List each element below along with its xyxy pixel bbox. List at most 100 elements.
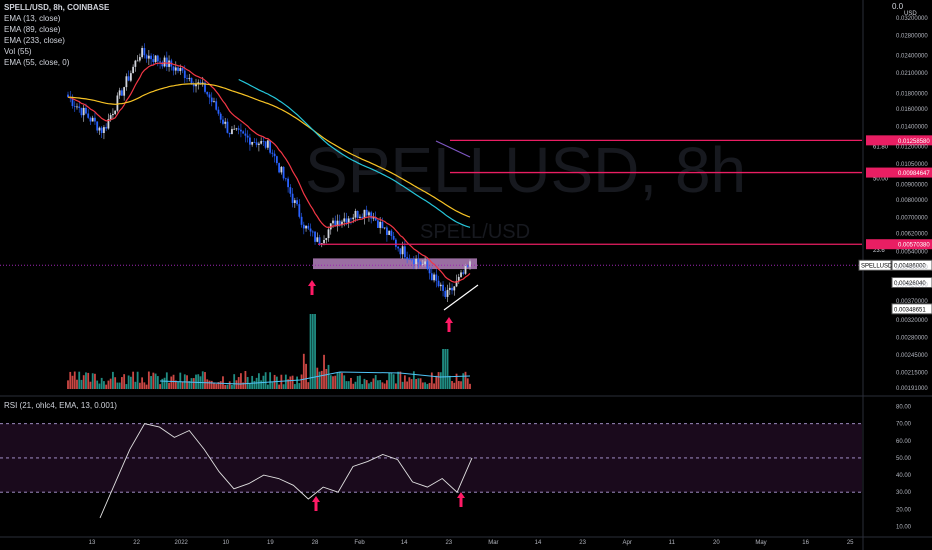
candle-body bbox=[82, 107, 85, 116]
indicator-ema55-label[interactable]: EMA (55, close, 0) bbox=[4, 58, 70, 67]
volume-bar bbox=[112, 371, 114, 389]
volume-bar bbox=[426, 383, 429, 389]
volume-bar bbox=[428, 382, 431, 389]
rsi-title[interactable]: RSI (21, ohlc4, EMA, 13, 0.001) bbox=[4, 401, 117, 410]
volume-bar bbox=[190, 378, 193, 389]
candle-body bbox=[397, 246, 400, 249]
volume-bar bbox=[469, 383, 471, 389]
candle-body bbox=[408, 258, 411, 260]
volume-bar bbox=[69, 371, 72, 389]
candle-body bbox=[172, 66, 175, 71]
volume-bar bbox=[460, 381, 462, 389]
price-axis-tick: 0.01050000 bbox=[896, 162, 928, 168]
volume-bar bbox=[421, 382, 424, 389]
candle-body bbox=[390, 230, 393, 236]
candle-body bbox=[165, 57, 168, 67]
volume-bar bbox=[347, 381, 350, 389]
candle-body bbox=[275, 156, 278, 164]
volume-bar bbox=[316, 367, 319, 389]
volume-bar bbox=[208, 380, 211, 389]
volume-bar bbox=[433, 383, 435, 389]
time-axis-tick: 14 bbox=[535, 540, 542, 546]
rsi-axis-tick: 40.00 bbox=[896, 473, 912, 479]
candle-body bbox=[186, 78, 188, 79]
volume-bar bbox=[363, 378, 366, 389]
volume-bar bbox=[82, 375, 85, 389]
ema89-line bbox=[68, 83, 471, 218]
candle-body bbox=[138, 57, 141, 61]
volume-bar bbox=[269, 372, 272, 389]
chart-title[interactable]: SPELL/USD, 8h, COINBASE bbox=[4, 3, 110, 12]
volume-bar bbox=[329, 375, 332, 389]
fib-price-text: 0.00984647 bbox=[898, 171, 930, 177]
price-tag bbox=[891, 277, 932, 289]
candle-body bbox=[244, 133, 247, 136]
candle-body bbox=[379, 221, 382, 228]
candle-body bbox=[314, 231, 316, 242]
candle-body bbox=[213, 101, 215, 103]
volume-bar bbox=[177, 381, 179, 389]
candle-body bbox=[437, 280, 440, 287]
candle-body bbox=[347, 218, 350, 223]
candle-body bbox=[325, 238, 328, 240]
candle-body bbox=[359, 216, 361, 218]
volume-bar bbox=[314, 314, 316, 389]
price-axis-tick: 0.00280000 bbox=[896, 336, 928, 342]
volume-bar bbox=[394, 383, 397, 389]
candle-body bbox=[150, 55, 152, 60]
time-axis[interactable]: 13 22 2022 10 19 28 Feb 14 23 Mar 14 23 Apr 11 20 May 16… bbox=[89, 540, 855, 546]
volume-bar bbox=[105, 384, 108, 389]
candle-body bbox=[453, 286, 456, 291]
volume-bar bbox=[388, 372, 391, 389]
fib-price-tag bbox=[866, 135, 932, 146]
candle-body bbox=[282, 166, 285, 179]
price-axis-tick: 0.00245000 bbox=[896, 353, 928, 359]
support-zone-rect bbox=[313, 258, 477, 270]
candle-body bbox=[377, 220, 379, 228]
price-axis-top-label: 0.0 bbox=[892, 2, 904, 11]
volume-bar bbox=[464, 371, 467, 389]
candle-body bbox=[260, 141, 263, 144]
candle-body bbox=[356, 210, 359, 218]
candle-body bbox=[341, 221, 343, 226]
volume-bar bbox=[439, 372, 442, 389]
volume-bar bbox=[300, 374, 303, 389]
candle-body bbox=[381, 221, 384, 229]
volume-bar bbox=[403, 375, 406, 389]
volume-bar bbox=[159, 384, 161, 389]
volume-bar bbox=[87, 372, 90, 389]
volume-bar bbox=[343, 375, 346, 389]
candle-body bbox=[296, 200, 298, 205]
volume-bar bbox=[305, 363, 307, 389]
time-axis-tick: 10 bbox=[222, 540, 229, 546]
volume-bar bbox=[320, 370, 323, 389]
indicator-ema233-label[interactable]: EMA (233, close) bbox=[4, 36, 65, 45]
volume-bar bbox=[228, 381, 231, 389]
candle-body bbox=[412, 259, 415, 265]
volume-bar bbox=[296, 376, 298, 389]
candle-body bbox=[98, 127, 101, 131]
candle-body bbox=[293, 200, 296, 203]
volume-bar bbox=[412, 371, 415, 389]
indicator-ema89-label[interactable]: EMA (89, close) bbox=[4, 25, 61, 34]
candle-body bbox=[444, 290, 447, 297]
candle-body bbox=[421, 264, 424, 266]
candle-body bbox=[127, 76, 130, 81]
fib-price-tag bbox=[866, 239, 932, 250]
rsi-axis-tick: 70.00 bbox=[896, 422, 912, 428]
candle-body bbox=[428, 268, 431, 274]
volume-bar bbox=[116, 382, 119, 389]
volume-bar bbox=[327, 364, 330, 389]
candle-body bbox=[298, 204, 301, 217]
volume-bar bbox=[406, 381, 409, 389]
rsi-line bbox=[99, 423, 473, 519]
volume-bar bbox=[109, 378, 112, 389]
volume-bar bbox=[448, 375, 451, 389]
volume-bar bbox=[271, 382, 274, 389]
candle-body bbox=[228, 132, 231, 135]
candle-body bbox=[217, 109, 220, 114]
indicator-ema13-label[interactable]: EMA (13, close) bbox=[4, 14, 61, 23]
indicator-volume-label[interactable]: Vol (55) bbox=[4, 47, 32, 56]
rsi-arrow-1 bbox=[312, 496, 320, 511]
